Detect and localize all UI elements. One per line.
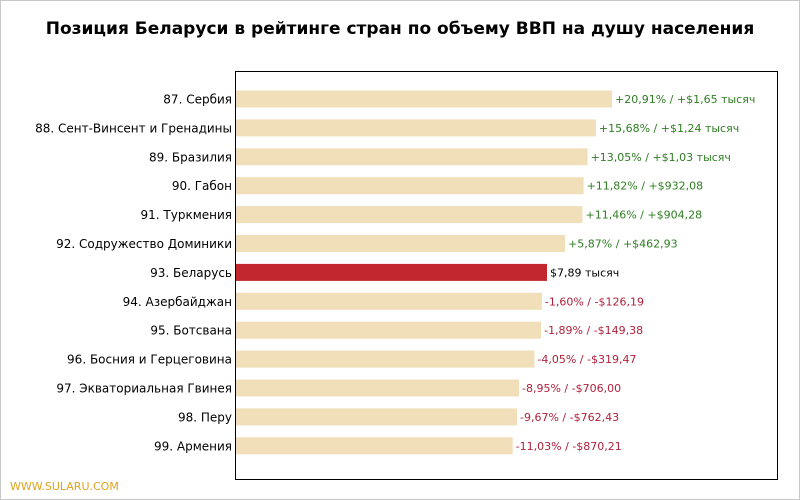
chart-title: Позиция Беларуси в рейтинге стран по объ… (45, 19, 755, 39)
value-label: +11,46% / +$904,28 (586, 209, 703, 222)
category-label: 91. Туркмения (141, 208, 233, 222)
value-label: -8,95% / -$706,00 (522, 382, 621, 395)
bar (236, 119, 596, 137)
category-label: 98. Перу (178, 410, 232, 424)
category-label: 90. Габон (172, 179, 232, 193)
category-label: 87. Сербия (163, 93, 232, 107)
category-label: 96. Босния и Герцеговина (67, 353, 232, 367)
bar (236, 350, 535, 368)
value-label: +20,91% / +$1,65 тысяч (615, 93, 755, 106)
category-label: 94. Азербайджан (123, 295, 232, 309)
bar (236, 292, 542, 310)
value-label: +5,87% / +$462,93 (568, 238, 678, 251)
value-label: -4,05% / -$319,47 (537, 353, 636, 366)
bars-layer (236, 90, 612, 455)
labels-layer: 87. Сербия +20,91% / +$1,65 тысяч 88. Сент… (35, 93, 755, 454)
category-label: 89. Бразилия (149, 150, 232, 164)
value-label: -1,89% / -$149,38 (544, 324, 643, 337)
category-label: 88. Сент-Винсент и Гренадины (35, 121, 232, 135)
value-label: $7,89 тысяч (550, 266, 619, 279)
bar (236, 321, 542, 339)
category-label: 99. Армения (154, 439, 232, 453)
bar (236, 437, 513, 455)
bar (236, 90, 612, 108)
value-label: +13,05% / +$1,03 тысяч (591, 151, 731, 164)
bar (236, 408, 517, 426)
bar (236, 206, 583, 224)
bar (236, 177, 584, 195)
bar (236, 379, 519, 397)
category-label: 95. Ботсвана (150, 324, 232, 338)
bar (236, 148, 588, 166)
category-label: 97. Экваториальная Гвинея (56, 382, 232, 396)
value-label: -9,67% / -$762,43 (520, 411, 619, 424)
value-label: +15,68% / +$1,24 тысяч (599, 122, 739, 135)
value-label: +11,82% / +$932,08 (587, 180, 704, 193)
bar (236, 235, 566, 252)
category-label: 92. Содружество Доминики (56, 237, 232, 251)
value-label: -11,03% / -$870,21 (516, 440, 622, 453)
watermark: WWW.SULARU.COM (10, 480, 119, 493)
value-label: -1,60% / -$126,19 (545, 295, 644, 308)
bar-highlight (236, 263, 547, 281)
category-label: 93. Беларусь (150, 266, 232, 280)
